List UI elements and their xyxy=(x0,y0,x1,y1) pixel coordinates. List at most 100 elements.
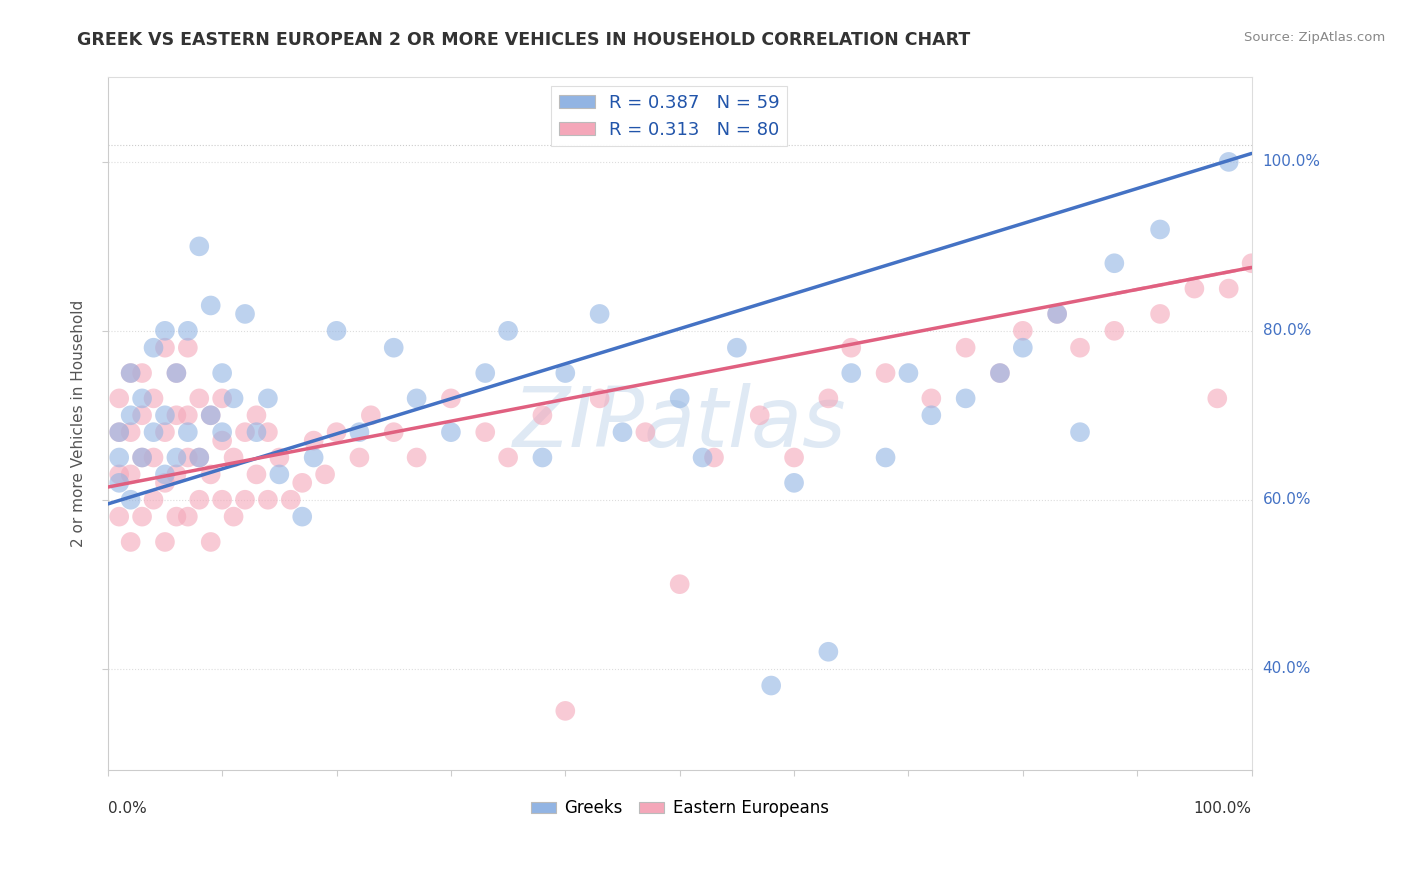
Point xyxy=(233,492,256,507)
Point xyxy=(588,307,610,321)
Point xyxy=(920,409,942,423)
Point xyxy=(325,324,347,338)
Point xyxy=(1069,425,1091,439)
Point xyxy=(588,392,610,406)
Point xyxy=(440,392,463,406)
Point xyxy=(257,492,280,507)
Point xyxy=(108,392,131,406)
Point xyxy=(360,409,382,423)
Point xyxy=(245,409,267,423)
Text: Source: ZipAtlas.com: Source: ZipAtlas.com xyxy=(1244,31,1385,45)
Point xyxy=(257,425,280,439)
Point xyxy=(725,341,748,355)
Point xyxy=(988,366,1011,380)
Point xyxy=(554,366,576,380)
Point xyxy=(108,425,131,439)
Point xyxy=(131,409,153,423)
Point xyxy=(302,450,325,465)
Point xyxy=(474,366,496,380)
Point xyxy=(783,450,806,465)
Point xyxy=(142,392,165,406)
Point xyxy=(233,307,256,321)
Point xyxy=(245,425,267,439)
Point xyxy=(108,450,131,465)
Point xyxy=(349,425,371,439)
Point xyxy=(142,341,165,355)
Text: 40.0%: 40.0% xyxy=(1263,661,1310,676)
Point xyxy=(1011,324,1033,338)
Point xyxy=(120,409,142,423)
Point xyxy=(153,467,176,482)
Point xyxy=(1046,307,1069,321)
Point xyxy=(131,392,153,406)
Point xyxy=(165,366,187,380)
Point xyxy=(188,392,211,406)
Point xyxy=(131,366,153,380)
Y-axis label: 2 or more Vehicles in Household: 2 or more Vehicles in Household xyxy=(72,300,86,548)
Point xyxy=(177,450,200,465)
Point xyxy=(405,392,427,406)
Point xyxy=(817,392,839,406)
Point xyxy=(165,509,187,524)
Point xyxy=(120,425,142,439)
Point xyxy=(703,450,725,465)
Point xyxy=(177,324,200,338)
Point xyxy=(153,409,176,423)
Point xyxy=(153,341,176,355)
Point xyxy=(668,577,690,591)
Point xyxy=(153,535,176,549)
Point xyxy=(108,509,131,524)
Point xyxy=(474,425,496,439)
Point xyxy=(897,366,920,380)
Point xyxy=(120,535,142,549)
Point xyxy=(120,492,142,507)
Point xyxy=(783,475,806,490)
Point xyxy=(120,467,142,482)
Point xyxy=(188,492,211,507)
Point xyxy=(222,509,245,524)
Point xyxy=(405,450,427,465)
Point xyxy=(188,450,211,465)
Point xyxy=(1218,155,1240,169)
Point xyxy=(142,450,165,465)
Point xyxy=(188,239,211,253)
Point xyxy=(120,366,142,380)
Text: 60.0%: 60.0% xyxy=(1263,492,1312,508)
Point xyxy=(668,392,690,406)
Point xyxy=(211,492,233,507)
Point xyxy=(531,409,554,423)
Point xyxy=(382,425,405,439)
Point xyxy=(496,450,519,465)
Point xyxy=(496,324,519,338)
Point xyxy=(955,392,977,406)
Point xyxy=(200,298,222,312)
Point xyxy=(314,467,336,482)
Point xyxy=(1206,392,1229,406)
Point xyxy=(955,341,977,355)
Point xyxy=(269,450,291,465)
Point xyxy=(759,679,782,693)
Point xyxy=(839,341,862,355)
Point xyxy=(1104,324,1126,338)
Point xyxy=(302,434,325,448)
Point xyxy=(131,450,153,465)
Point xyxy=(200,409,222,423)
Text: GREEK VS EASTERN EUROPEAN 2 OR MORE VEHICLES IN HOUSEHOLD CORRELATION CHART: GREEK VS EASTERN EUROPEAN 2 OR MORE VEHI… xyxy=(77,31,970,49)
Point xyxy=(988,366,1011,380)
Point xyxy=(211,434,233,448)
Point xyxy=(153,425,176,439)
Point xyxy=(634,425,657,439)
Point xyxy=(291,509,314,524)
Point xyxy=(131,450,153,465)
Point xyxy=(1149,307,1171,321)
Point xyxy=(108,425,131,439)
Point xyxy=(839,366,862,380)
Point xyxy=(382,341,405,355)
Point xyxy=(1011,341,1033,355)
Text: 100.0%: 100.0% xyxy=(1263,154,1320,169)
Point xyxy=(200,467,222,482)
Point xyxy=(875,450,897,465)
Point xyxy=(165,409,187,423)
Point xyxy=(692,450,714,465)
Point xyxy=(325,425,347,439)
